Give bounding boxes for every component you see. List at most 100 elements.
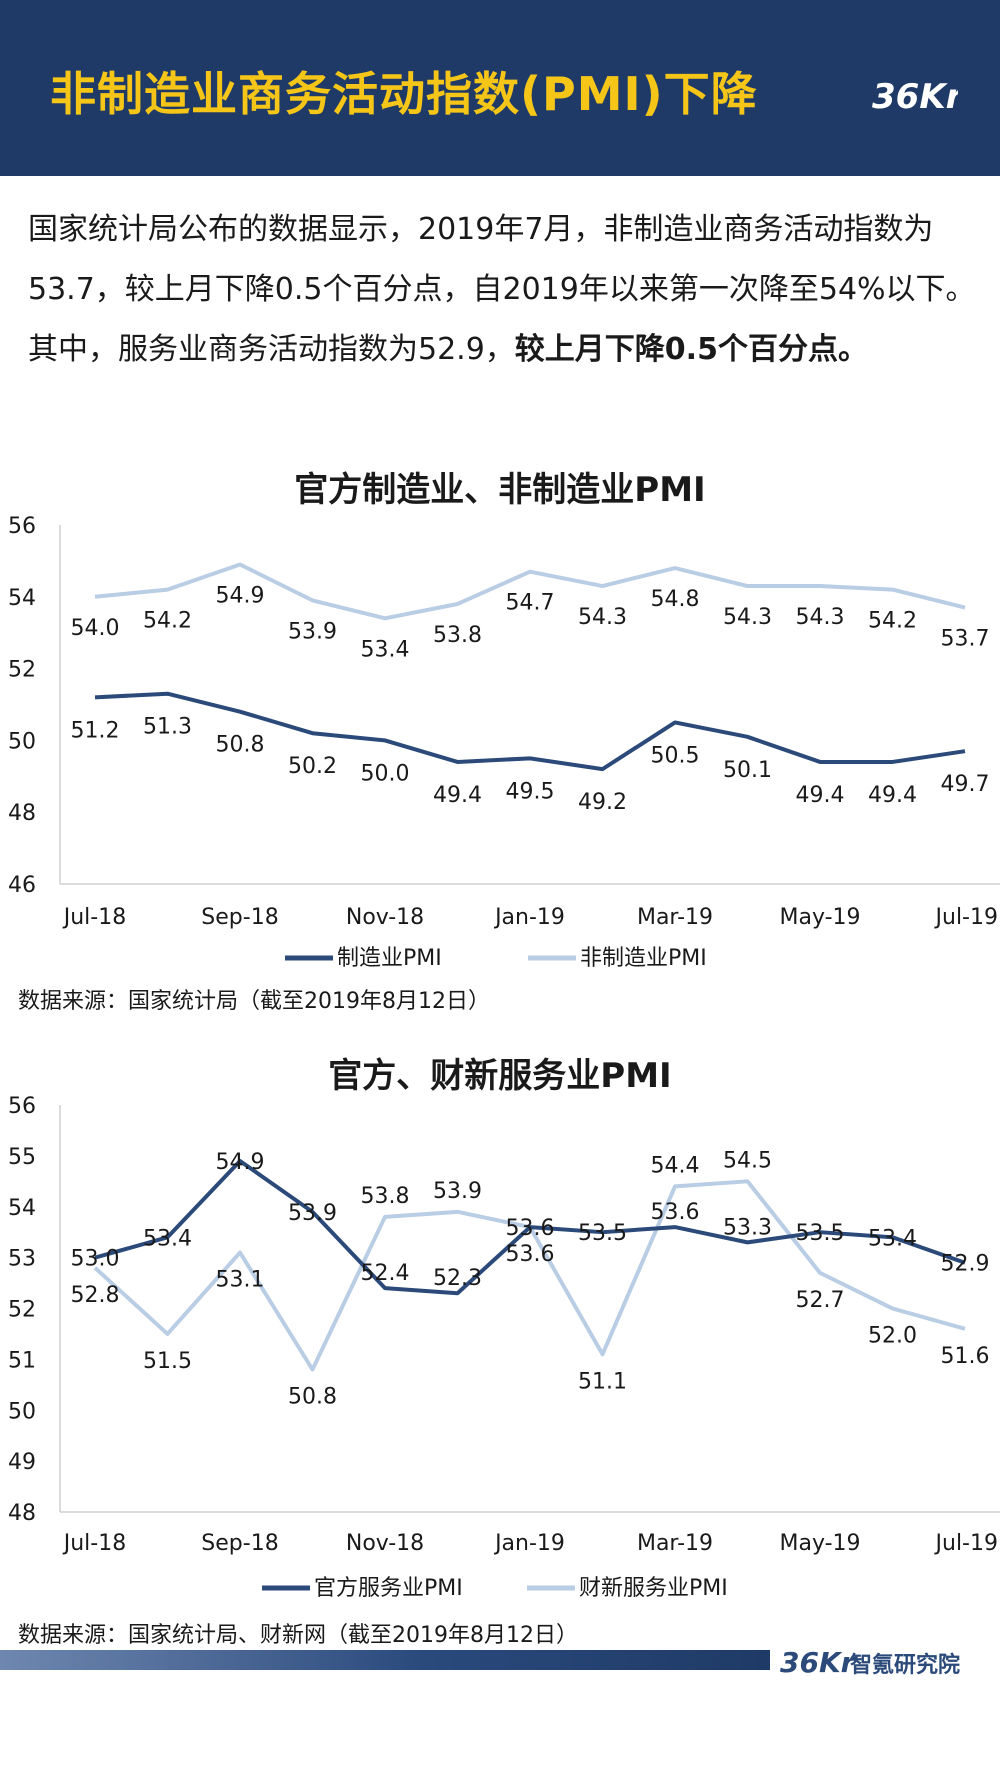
x-tick-label: Jul-19 xyxy=(934,1531,998,1556)
chart1-source: 数据来源：国家统计局（截至2019年8月12日） xyxy=(18,989,490,1014)
data-label: 54.9 xyxy=(216,1150,265,1175)
y-tick-label: 52 xyxy=(8,1298,36,1323)
legend-label-0: 官方服务业PMI xyxy=(314,1576,463,1601)
series-line-0 xyxy=(94,1158,966,1296)
data-label: 49.7 xyxy=(941,772,990,797)
y-tick-label: 55 xyxy=(8,1145,36,1170)
y-tick-label: 48 xyxy=(8,1501,36,1526)
data-label: 53.5 xyxy=(578,1221,627,1246)
data-label: 54.9 xyxy=(216,583,265,608)
data-label: 52.3 xyxy=(433,1266,482,1291)
data-label: 49.2 xyxy=(578,790,627,815)
data-label: 53.8 xyxy=(433,623,482,648)
36kr-logo-icon: 36Kr xyxy=(872,77,958,117)
x-tick-label: Jan-19 xyxy=(493,905,565,930)
intro-paragraph-2-bold: 较上月下降0.5个百分点。 xyxy=(514,332,868,367)
data-label: 50.8 xyxy=(288,1385,337,1410)
data-label: 53.6 xyxy=(651,1200,700,1225)
data-label: 53.9 xyxy=(288,619,337,644)
data-label: 53.8 xyxy=(361,1184,410,1209)
data-label: 49.4 xyxy=(868,783,917,808)
x-tick-label: Sep-18 xyxy=(201,1531,278,1556)
data-label: 54.3 xyxy=(723,605,772,630)
y-tick-label: 49 xyxy=(8,1450,36,1475)
chart1-pmi-manufacturing: 46 48 50 52 54 56 Jul-18 Sep-18 Nov-18 Jan-19 Mar-… xyxy=(8,514,1000,971)
legend-label-1: 非制造业PMI xyxy=(580,946,707,971)
data-label: 53.4 xyxy=(143,1226,192,1251)
series-line-1 xyxy=(94,562,966,621)
x-tick-label: May-19 xyxy=(779,1531,860,1556)
data-label: 49.4 xyxy=(796,783,845,808)
data-label: 51.2 xyxy=(71,718,120,743)
x-tick-label: Jul-18 xyxy=(62,905,126,930)
x-tick-label: Jan-19 xyxy=(493,1531,565,1556)
intro-paragraph-2: 其中，服务业商务活动指数为52.9，较上月下降0.5个百分点。 xyxy=(28,320,978,380)
y-tick-label: 50 xyxy=(8,1399,36,1424)
data-label: 53.1 xyxy=(216,1268,265,1293)
data-label: 50.2 xyxy=(288,754,337,779)
y-tick-label: 48 xyxy=(8,801,36,826)
y-tick-label: 56 xyxy=(8,1094,36,1119)
x-tick-label: Sep-18 xyxy=(201,905,278,930)
footer-logo-icon: 36Kr 智氪研究院 xyxy=(780,1646,960,1679)
data-label: 54.8 xyxy=(651,587,700,612)
svg-text:36Kr: 36Kr xyxy=(780,1646,857,1679)
data-label: 51.1 xyxy=(578,1369,627,1394)
data-label: 53.0 xyxy=(71,1247,120,1272)
data-label: 54.2 xyxy=(868,609,917,634)
series-line-0 xyxy=(94,691,966,772)
data-label: 52.8 xyxy=(71,1283,120,1308)
intro-text: 国家统计局公布的数据显示，2019年7月，非制造业商务活动指数为53.7，较上月… xyxy=(28,200,978,380)
data-label: 52.4 xyxy=(361,1261,410,1286)
x-tick-label: Nov-18 xyxy=(346,905,424,930)
data-label: 54.5 xyxy=(723,1148,772,1173)
data-label: 53.7 xyxy=(941,627,990,652)
chart2-source: 数据来源：国家统计局、财新网（截至2019年8月12日） xyxy=(18,1623,578,1648)
page-title: 非制造业商务活动指数(PMI)下降 xyxy=(50,67,758,121)
data-label: 53.6 xyxy=(506,1242,555,1267)
data-label: 53.4 xyxy=(361,637,410,662)
data-label: 50.1 xyxy=(723,758,772,783)
x-tick-label: May-19 xyxy=(779,905,860,930)
data-label: 53.9 xyxy=(433,1179,482,1204)
intro-paragraph-1: 国家统计局公布的数据显示，2019年7月，非制造业商务活动指数为53.7，较上月… xyxy=(28,212,976,307)
legend-label-1: 财新服务业PMI xyxy=(579,1576,728,1601)
x-tick-label: Mar-19 xyxy=(637,1531,713,1556)
data-label: 54.0 xyxy=(71,616,120,641)
data-label: 54.3 xyxy=(796,605,845,630)
x-tick-label: Jul-19 xyxy=(934,905,998,930)
data-label: 51.3 xyxy=(143,715,192,740)
data-label: 53.6 xyxy=(506,1216,555,1241)
data-label: 52.0 xyxy=(868,1324,917,1349)
data-label: 54.7 xyxy=(506,591,555,616)
y-tick-label: 51 xyxy=(8,1348,36,1373)
chart1-title: 官方制造业、非制造业PMI xyxy=(294,470,706,510)
svg-text:36Kr: 36Kr xyxy=(872,77,958,117)
data-label: 50.5 xyxy=(651,743,700,768)
data-label: 54.3 xyxy=(578,605,627,630)
x-tick-label: Nov-18 xyxy=(346,1531,424,1556)
y-tick-label: 53 xyxy=(8,1247,36,1272)
data-label: 50.8 xyxy=(216,733,265,758)
data-label: 51.6 xyxy=(941,1344,990,1369)
data-label: 49.4 xyxy=(433,783,482,808)
chart2-title: 官方、财新服务业PMI xyxy=(328,1056,672,1096)
data-label: 53.9 xyxy=(288,1201,337,1226)
x-tick-label: Jul-18 xyxy=(62,1531,126,1556)
data-label: 51.5 xyxy=(143,1349,192,1374)
footer-org-name: 智氪研究院 xyxy=(850,1652,960,1678)
intro-paragraph-2-normal: 其中，服务业商务活动指数为52.9， xyxy=(28,332,515,367)
header-banner: 非制造业商务活动指数(PMI)下降 36Kr xyxy=(0,0,1000,176)
data-label: 50.0 xyxy=(361,761,410,786)
data-label: 53.4 xyxy=(868,1226,917,1251)
legend-label-0: 制造业PMI xyxy=(337,946,442,971)
y-tick-label: 54 xyxy=(8,586,36,611)
y-tick-label: 54 xyxy=(8,1196,36,1221)
data-label: 49.5 xyxy=(506,779,555,804)
chart2-pmi-services: 48 49 50 51 52 53 54 55 56 Jul-18 Sep-18 Nov-18 Jan-… xyxy=(8,1094,1000,1601)
data-label: 52.7 xyxy=(796,1288,845,1313)
y-tick-label: 46 xyxy=(8,873,36,898)
x-tick-label: Mar-19 xyxy=(637,905,713,930)
data-label: 53.5 xyxy=(796,1221,845,1246)
data-label: 52.9 xyxy=(941,1252,990,1277)
